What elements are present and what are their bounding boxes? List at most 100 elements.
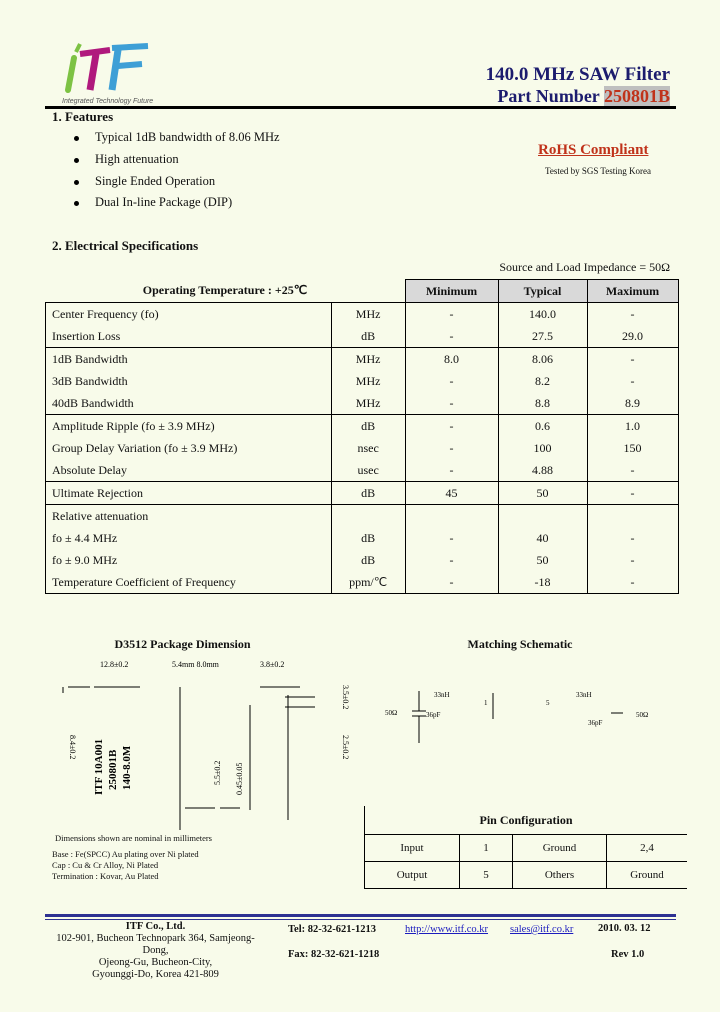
spec-min: - xyxy=(404,571,498,594)
feature-item: Typical 1dB bandwidth of 8.06 MHz xyxy=(74,130,280,145)
spec-min: - xyxy=(404,302,498,325)
pin-cell: Ground xyxy=(606,861,687,889)
dim-label: 5.4mm 8.0mm xyxy=(172,660,220,669)
spec-row: Insertion Loss dB -27.5 29.0 xyxy=(45,325,679,348)
pin-cell: Output xyxy=(364,861,460,889)
spec-param: 40dB Bandwidth xyxy=(45,392,332,415)
spec-typ xyxy=(497,504,587,527)
marking-line: 140-8.0M xyxy=(121,745,133,790)
revision: Rev 1.0 xyxy=(611,949,645,960)
tel: Tel: 82-32-621-1213 xyxy=(288,924,376,935)
spec-row: Ultimate Rejection dB 45 50- xyxy=(45,481,679,505)
spec-typ: 140.0 xyxy=(497,302,587,325)
spec-max: - xyxy=(586,481,679,505)
spec-header-row: Operating Temperature : +25℃ Minimum Typ… xyxy=(45,279,679,303)
spec-unit: dB xyxy=(330,549,405,571)
rohs-label: RoHS Compliant xyxy=(538,142,649,158)
company-address: ITF Co., Ltd. 102-901, Bucheon Technopar… xyxy=(48,921,263,981)
pin-cell: 5 xyxy=(459,861,513,889)
spec-typ: 100 xyxy=(497,437,587,459)
spec-unit: dB xyxy=(330,527,405,549)
spec-min: 8.0 xyxy=(404,347,498,370)
pin-cell: 1 xyxy=(459,834,513,862)
marking-line: ITF 10A001 xyxy=(93,739,105,795)
spec-row: Temperature Coefficient of Frequency ppm/… xyxy=(45,571,679,594)
spec-param: Center Frequency (fo) xyxy=(45,302,332,325)
marking-line: 250801B xyxy=(107,749,119,790)
spec-row: Group Delay Variation (fo ± 3.9 MHz) nsec… xyxy=(45,437,679,459)
rohs-tested: Tested by SGS Testing Korea xyxy=(544,166,652,176)
spec-max: 150 xyxy=(586,437,679,459)
spec-row: Amplitude Ripple (fo ± 3.9 MHz) dB -0.6 1.0 xyxy=(45,414,679,437)
spec-row: Center Frequency (fo) MHz -140.0- xyxy=(45,302,679,325)
spec-max: 1.0 xyxy=(586,414,679,437)
email-link[interactable]: sales@itf.co.kr xyxy=(510,924,574,935)
dim-label: 2.5±0.2 xyxy=(341,735,350,759)
feature-item: High attenuation xyxy=(74,152,179,167)
spec-table: Operating Temperature : +25℃ Minimum Typ… xyxy=(45,279,679,594)
spec-max: - xyxy=(586,527,679,549)
product-title: 140.0 MHz SAW Filter xyxy=(485,64,670,85)
pin-config-title: Pin Configuration xyxy=(364,806,687,835)
spec-typ: -18 xyxy=(497,571,587,594)
matching-schematic: 50Ω 33nH 36pF 1 5 33nH 36pF 50Ω xyxy=(385,691,648,743)
impedance-note: Source and Load Impedance = 50Ω xyxy=(499,260,670,274)
spec-typ: 8.8 xyxy=(497,392,587,415)
dim-label: 3.5±0.2 xyxy=(341,685,350,709)
spec-param: Temperature Coefficient of Frequency xyxy=(45,571,332,594)
dim-label: 5.5±0.2 xyxy=(213,761,222,785)
company-name: ITF Co., Ltd. xyxy=(125,921,186,932)
package-title: D3512 Package Dimension xyxy=(114,637,251,651)
schematic-label: 1 xyxy=(484,699,488,707)
spec-max: - xyxy=(586,571,679,594)
spec-min: - xyxy=(404,527,498,549)
spec-typ: 4.88 xyxy=(497,459,587,482)
website-link[interactable]: http://www.itf.co.kr xyxy=(405,924,489,935)
schematic-label: 36pF xyxy=(588,719,603,727)
features-heading: 1. Features xyxy=(52,109,114,124)
spec-param: Insertion Loss xyxy=(45,325,332,348)
spec-typ: 50 xyxy=(497,481,587,505)
spec-row: Relative attenuation xyxy=(45,504,679,527)
dim-label: 3.8±0.2 xyxy=(260,660,284,669)
pin-cell: 2,4 xyxy=(606,834,687,862)
part-number: Part Number 250801B xyxy=(497,86,670,106)
spec-unit: MHz xyxy=(330,347,405,370)
spec-unit: dB xyxy=(330,414,405,437)
spec-min: - xyxy=(404,370,498,392)
spec-unit: dB xyxy=(330,325,405,348)
spec-max: 29.0 xyxy=(586,325,679,348)
spec-max: - xyxy=(586,302,679,325)
schematic-label: 50Ω xyxy=(636,711,648,719)
pin-row: Input 1 Ground 2,4 xyxy=(364,834,687,862)
fax: Fax: 82-32-621-1218 xyxy=(288,949,380,960)
spec-max: 8.9 xyxy=(586,392,679,415)
spec-row: fo ± 9.0 MHz dB -50- xyxy=(45,549,679,571)
spec-min: 45 xyxy=(404,481,498,505)
spec-unit: usec xyxy=(330,459,405,482)
spec-max: - xyxy=(586,459,679,482)
spec-min: - xyxy=(404,414,498,437)
spec-param: Group Delay Variation (fo ± 3.9 MHz) xyxy=(45,437,332,459)
spec-unit: dB xyxy=(330,481,405,505)
pin-row: Output 5 Others Ground xyxy=(364,861,687,889)
spec-min: - xyxy=(404,459,498,482)
spec-param: fo ± 4.4 MHz xyxy=(45,527,332,549)
spec-row: 1dB Bandwidth MHz 8.0 8.06- xyxy=(45,347,679,370)
schematic-label: 36pF xyxy=(426,711,441,719)
schematic-label: 33nH xyxy=(576,691,592,699)
feature-item: Dual In-line Package (DIP) xyxy=(74,195,232,210)
spec-min: - xyxy=(404,437,498,459)
schematic-label: 5 xyxy=(546,699,550,707)
spec-max: - xyxy=(586,370,679,392)
col-max: Maximum xyxy=(586,279,679,303)
itf-logo xyxy=(65,43,149,93)
spec-unit: nsec xyxy=(330,437,405,459)
spec-param: 1dB Bandwidth xyxy=(45,347,332,370)
spec-typ: 0.6 xyxy=(497,414,587,437)
spec-max xyxy=(586,504,679,527)
header-rule xyxy=(45,106,676,109)
package-drawing: 12.8±0.2 5.4mm 8.0mm 3.8±0.2 3.5±0.2 8.4… xyxy=(62,660,350,830)
col-min: Minimum xyxy=(404,279,499,303)
dim-label: 12.8±0.2 xyxy=(100,660,128,669)
